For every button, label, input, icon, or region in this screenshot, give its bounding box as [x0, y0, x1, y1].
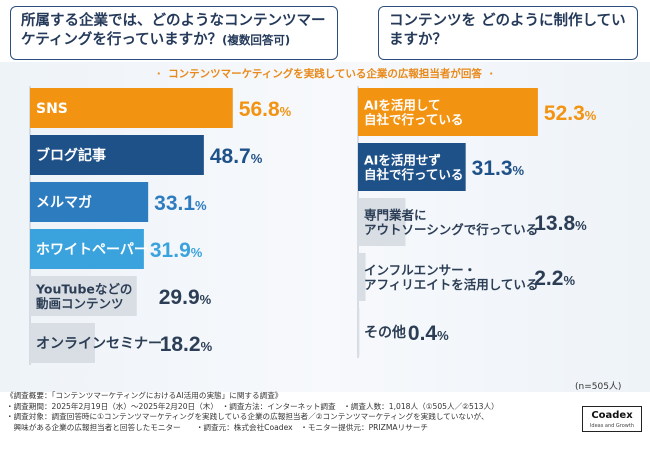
right-value-label-0: 52.3%	[544, 102, 597, 125]
left-bar-label-1-0: ブログ記事	[36, 147, 106, 164]
left-value-label-1: 48.7%	[210, 145, 263, 168]
right-value-label-4: 0.4%	[408, 322, 449, 345]
left-value-label-4: 29.9%	[159, 286, 212, 309]
question-left-note: (複数回答可)	[222, 33, 291, 47]
logo-name: Coadex	[591, 410, 633, 421]
question-right-text: コンテンツを どのように制作していますか？	[389, 13, 626, 48]
footer-line-2: ・調査期間：2025年2月19日（水）〜2025年2月20日（木） ・調査方法：…	[6, 401, 499, 411]
right-bar-label-1-0: AIを活用せず	[364, 152, 441, 167]
question-left-box: 所属する企業では、どのようなコンテンツマーケティングを行っていますか？(複数回答…	[10, 6, 338, 60]
right-bar-label-0-1: 自社で行っている	[364, 112, 463, 127]
footer-line-4: 興味がある企業の広報担当者と回答したモニター ・調査元：株式会社Coadex ・…	[6, 422, 428, 432]
left-bar-5	[30, 323, 95, 363]
right-bar-label-0-0: AIを活用して	[364, 97, 440, 112]
left-value-label-3: 31.9%	[150, 239, 203, 262]
logo-tagline: Ideas and Growth	[589, 423, 635, 429]
respondent-caption: · コンテンツマーケティングを実践している企業の広報担当者が回答 ·	[156, 68, 494, 80]
right-bar-0	[358, 88, 538, 136]
coadex-logo: Coadex Ideas and Growth	[582, 406, 642, 432]
right-value-label-1: 31.3%	[472, 157, 525, 180]
left-bar-label-5-0: オンラインセミナー	[36, 336, 162, 352]
right-bar-label-2-0: 専門業者に	[364, 207, 427, 222]
right-bar-label-3-0: インフルエンサー・	[364, 262, 476, 277]
question-left-text: 所属する企業では、どのようなコンテンツマーケティングを行っていますか？	[21, 13, 326, 48]
right-bar-2	[358, 198, 406, 246]
right-bar-label-2-1: アウトソーシングで行っている	[364, 222, 538, 237]
footer-line-3: ・調査対象：調査回答時に①コンテンツマーケティングを実践している企業の広報担当者…	[6, 412, 489, 422]
right-value-label-3: 2.2%	[534, 267, 575, 290]
left-bar-4	[30, 276, 137, 316]
sample-size: (n=505人)	[575, 382, 622, 392]
left-bar-2	[30, 182, 149, 222]
footer-line-1: 《調査概要：「コンテンツマーケティングにおけるAI活用の実態」に関する調査》	[6, 391, 283, 400]
left-value-label-2: 33.1%	[154, 192, 207, 215]
left-bar-label-3-0: ホワイトペーパー	[36, 242, 148, 258]
question-right-box: コンテンツを どのように制作していますか？	[378, 6, 638, 60]
left-value-label-0: 56.8%	[239, 98, 292, 121]
respondent-caption-text: コンテンツマーケティングを実践している企業の広報担当者が回答	[168, 68, 482, 80]
right-bar-3	[358, 253, 366, 301]
left-bar-label-4-1: 動画コンテンツ	[36, 296, 124, 311]
left-bar-label-4-0: YouTubeなどの	[35, 281, 132, 296]
left-value-label-5: 18.2%	[160, 333, 213, 356]
right-bar-4	[358, 308, 360, 356]
right-value-label-2: 13.8%	[534, 212, 587, 235]
right-bar-label-4-0: その他	[364, 324, 406, 341]
left-bar-label-2-0: メルマガ	[36, 195, 92, 211]
left-bar-3	[30, 229, 144, 269]
left-bar-1	[30, 135, 204, 175]
right-bar-1	[358, 143, 466, 191]
right-bar-label-1-1: 自社で行っている	[364, 167, 463, 182]
right-bar-label-3-1: アフィリエイトを活用している	[364, 277, 538, 292]
left-bar-label-0-0: SNS	[36, 101, 68, 117]
left-bar-0	[30, 88, 233, 128]
survey-footer: 《調査概要：「コンテンツマーケティングにおけるAI活用の実態」に関する調査》 ・…	[6, 391, 566, 433]
